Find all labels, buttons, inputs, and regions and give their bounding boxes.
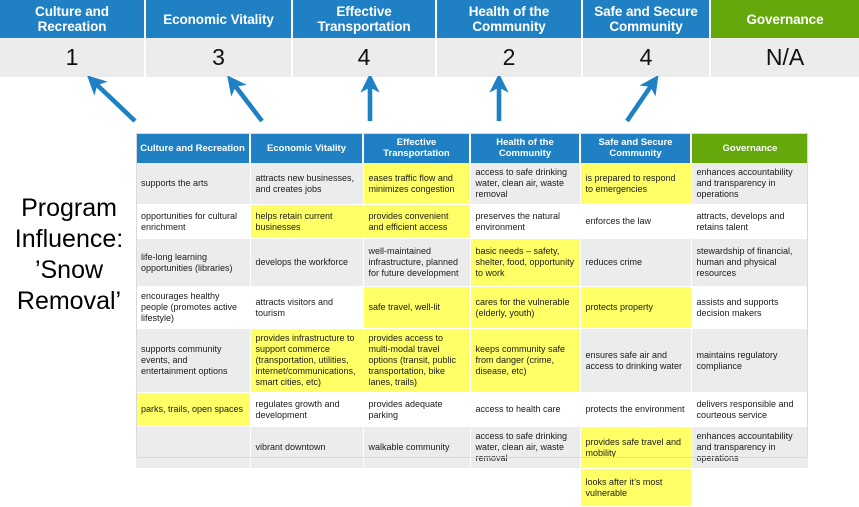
- matrix-cell: attracts visitors and tourism: [250, 286, 364, 329]
- summary-header-effective-transportation: Effective Transportation: [293, 0, 437, 38]
- summary-header-label: Culture and Recreation: [35, 4, 109, 34]
- matrix-body: supports the arts attracts new businesses…: [136, 163, 809, 507]
- summary-value-economic-vitality: 3: [146, 38, 293, 77]
- matrix-cell: enhances accountability and transparency…: [691, 426, 809, 469]
- matrix-cell: regulates growth and development: [250, 392, 364, 427]
- matrix-row: supports community events, and entertain…: [136, 328, 809, 393]
- matrix-cell: stewardship of financial, human and phys…: [691, 238, 809, 287]
- matrix-header-health-of-the-community: Health of the Community: [470, 133, 581, 163]
- matrix-cell: access to health care: [470, 392, 581, 427]
- summary-header-label: Economic Vitality: [163, 11, 274, 27]
- arrow-up-right-icon-5: [625, 76, 659, 123]
- matrix-cell: provides access to multi-modal travel op…: [363, 328, 471, 393]
- matrix-cell: keeps community safe from danger (crime,…: [470, 328, 581, 393]
- arrow-up-left-icon-1: [87, 76, 137, 123]
- matrix-row: parks, trails, open spaces regulates grow…: [136, 392, 809, 427]
- matrix-cell: reduces crime: [580, 238, 692, 287]
- matrix-cell: is prepared to respond to emergencies: [580, 163, 692, 205]
- matrix-cell: develops the workforce: [250, 238, 364, 287]
- matrix-row: opportunities for cultural enrichment hel…: [136, 204, 809, 239]
- matrix-row: encourages healthy people (promotes acti…: [136, 286, 809, 329]
- summary-header-label: Health of the Community: [468, 4, 550, 34]
- arrow-group: [87, 76, 659, 123]
- matrix-cell: walkable community: [363, 426, 471, 469]
- matrix-cell: preserves the natural environment: [470, 204, 581, 239]
- matrix-cell: protects property: [580, 286, 692, 329]
- matrix-cell: enhances accountability and transparency…: [691, 163, 809, 205]
- matrix-cell: provides convenient and efficient access: [363, 204, 471, 239]
- summary-header-governance: Governance: [711, 0, 859, 38]
- score-summary-header-row: Culture and Recreation Economic Vitality…: [0, 0, 859, 38]
- matrix-cell: protects the environment: [580, 392, 692, 427]
- caption-line-4: Removal’: [16, 287, 122, 315]
- summary-header-health-of-the-community: Health of the Community: [437, 0, 583, 38]
- summary-value-health-of-the-community: 2: [437, 38, 583, 77]
- matrix-header-effective-transportation: Effective Transportation: [363, 133, 471, 163]
- matrix-cell: [250, 468, 364, 507]
- matrix-cell: access to safe drinking water, clean air…: [470, 163, 581, 205]
- matrix-row: supports the arts attracts new businesses…: [136, 163, 809, 205]
- summary-value-governance: N/A: [711, 38, 859, 77]
- matrix-cell: eases traffic flow and minimizes congest…: [363, 163, 471, 205]
- matrix-cell: safe travel, well-lit: [363, 286, 471, 329]
- matrix-cell: attracts, develops and retains talent: [691, 204, 809, 239]
- matrix-cell: [136, 426, 251, 469]
- matrix-cell: well-maintained infrastructure, planned …: [363, 238, 471, 287]
- program-influence-caption: Program Influence: ’Snow Removal’: [4, 193, 134, 317]
- matrix-cell: supports community events, and entertain…: [136, 328, 251, 393]
- matrix-cell: provides safe travel and mobility: [580, 426, 692, 469]
- summary-header-label: Effective Transportation: [317, 4, 411, 34]
- matrix-header-row: Culture and Recreation Economic Vitality…: [136, 133, 808, 163]
- matrix-cell: attracts new businesses, and creates job…: [250, 163, 364, 205]
- score-summary-bar: Culture and Recreation Economic Vitality…: [0, 0, 859, 77]
- matrix-row: vibrant downtown walkable community access…: [136, 426, 809, 469]
- matrix-cell: parks, trails, open spaces: [136, 392, 251, 427]
- summary-value-effective-transportation: 4: [293, 38, 437, 77]
- matrix-cell: [363, 468, 471, 507]
- matrix-cell: helps retain current businesses: [250, 204, 364, 239]
- matrix-cell: life-long learning opportunities (librar…: [136, 238, 251, 287]
- summary-value-safe-and-secure-community: 4: [583, 38, 711, 77]
- summary-header-economic-vitality: Economic Vitality: [146, 0, 293, 38]
- matrix-cell: provides adequate parking: [363, 392, 471, 427]
- summary-value-culture-and-recreation: 1: [0, 38, 146, 77]
- summary-header-safe-and-secure-community: Safe and Secure Community: [583, 0, 711, 38]
- matrix-cell: cares for the vulnerable (elderly, youth…: [470, 286, 581, 329]
- matrix-cell: access to safe drinking water, clean air…: [470, 426, 581, 469]
- caption-line-3: ’Snow: [34, 256, 104, 284]
- matrix-cell: [136, 468, 251, 507]
- caption-line-1: Program: [21, 194, 117, 222]
- summary-header-label: Governance: [746, 11, 824, 27]
- matrix-cell: delivers responsible and courteous servi…: [691, 392, 809, 427]
- matrix-row: life-long learning opportunities (librar…: [136, 238, 809, 287]
- summary-header-label: Safe and Secure Community: [594, 4, 698, 34]
- matrix-cell: supports the arts: [136, 163, 251, 205]
- matrix-cell: assists and supports decision makers: [691, 286, 809, 329]
- matrix-header-governance: Governance: [691, 133, 808, 163]
- matrix-cell: looks after it’s most vulnerable: [580, 468, 692, 507]
- matrix-cell: vibrant downtown: [250, 426, 364, 469]
- matrix-cell: [691, 468, 809, 507]
- matrix-cell: [470, 468, 581, 507]
- outcomes-matrix-table: Culture and Recreation Economic Vitality…: [136, 133, 809, 507]
- matrix-cell: basic needs – safety, shelter, food, opp…: [470, 238, 581, 287]
- score-summary-value-row: 1 3 4 2 4 N/A: [0, 38, 859, 77]
- caption-line-2: Influence:: [14, 225, 124, 253]
- matrix-cell: ensures safe air and access to drinking …: [580, 328, 692, 393]
- matrix-row: looks after it’s most vulnerable: [136, 468, 809, 507]
- matrix-cell: maintains regulatory compliance: [691, 328, 809, 393]
- matrix-cell: enforces the law: [580, 204, 692, 239]
- matrix-header-economic-vitality: Economic Vitality: [250, 133, 364, 163]
- matrix-cell: encourages healthy people (promotes acti…: [136, 286, 251, 329]
- matrix-header-safe-and-secure-community: Safe and Secure Community: [580, 133, 692, 163]
- matrix-cell: provides infrastructure to support comme…: [250, 328, 364, 393]
- arrow-up-left-icon-2: [227, 76, 264, 123]
- summary-header-culture-and-recreation: Culture and Recreation: [0, 0, 146, 38]
- matrix-header-culture-and-recreation: Culture and Recreation: [136, 133, 251, 163]
- matrix-cell: opportunities for cultural enrichment: [136, 204, 251, 239]
